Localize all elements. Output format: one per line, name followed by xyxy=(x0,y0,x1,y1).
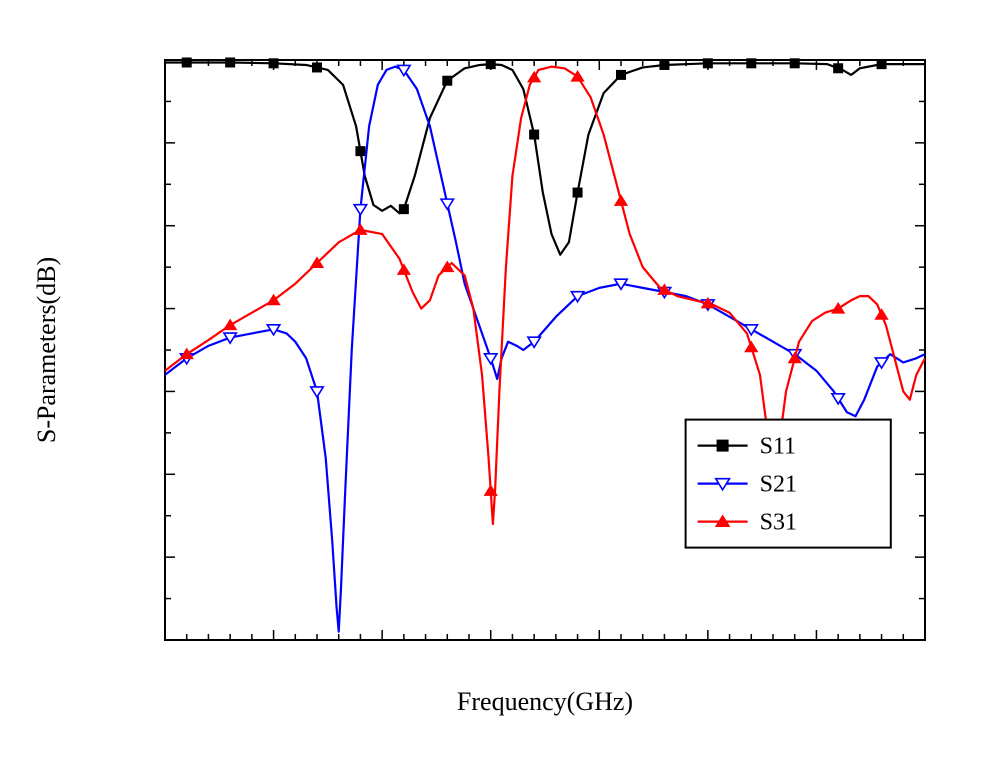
chart-svg: S-Parameters(dB) Frequency(GHz) S11 S21 S31 xyxy=(0,0,985,770)
legend-label-S21: S21 xyxy=(760,472,797,498)
s-parameter-chart: S-Parameters(dB) Frequency(GHz) S11 S21 S31 xyxy=(0,0,985,770)
y-axis-label: S-Parameters(dB) xyxy=(32,257,61,443)
x-axis-label: Frequency(GHz) xyxy=(457,687,633,716)
legend-label-S11: S11 xyxy=(760,434,796,460)
legend-label-S31: S31 xyxy=(760,510,797,536)
